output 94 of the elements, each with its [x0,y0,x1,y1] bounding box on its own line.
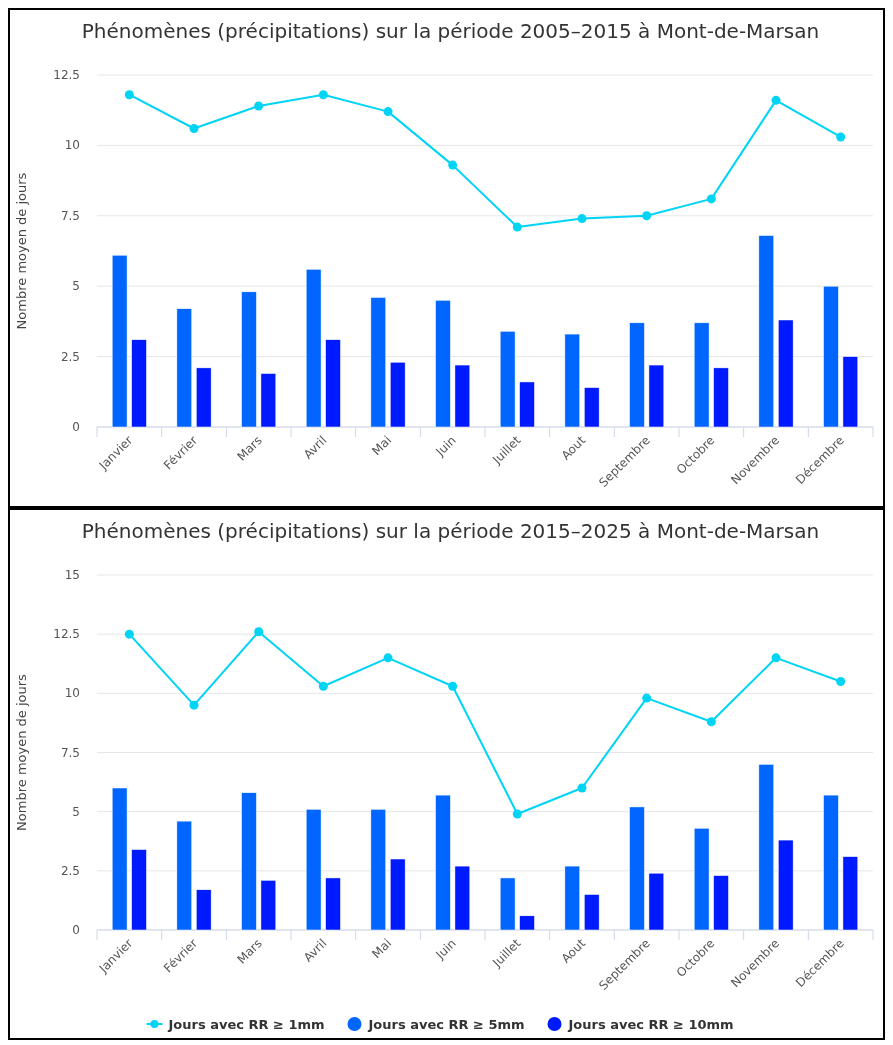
point [318,90,328,100]
point [577,214,587,224]
bar [758,764,774,931]
bar [713,875,729,931]
y-tick-label: 12.5 [53,627,80,642]
bar [629,806,645,931]
bar [390,361,406,428]
bar [305,809,322,931]
bar [519,381,535,428]
bar [519,915,535,931]
point [189,124,199,133]
point [254,627,264,637]
point [706,717,716,727]
point [448,681,458,691]
bar [260,373,277,428]
bar [260,880,277,931]
point [254,101,264,111]
y-tick-label: 7.5 [60,208,80,223]
point [512,809,522,819]
y-tick-label: 5 [72,804,80,819]
point [124,629,134,639]
bar [758,235,774,428]
legend-label: Jours avec RR ≥ 1mm [167,1017,325,1032]
x-tick-label: Mai [369,936,395,961]
bar [823,794,839,931]
bar [823,285,839,428]
y-tick-label: 2.5 [60,349,80,364]
bar [842,856,859,931]
bar [778,839,794,931]
point [836,677,846,686]
point [383,653,393,663]
bar [435,300,451,428]
bar [693,322,710,428]
point [448,160,458,170]
point [577,783,587,793]
bar [648,364,665,428]
bar [241,792,257,931]
bar [111,787,128,931]
point [836,132,846,142]
chart-title: Phénomènes (précipitations) sur la période 2015–2025 à Mont-de-Marsan [81,519,820,543]
bar [241,291,257,428]
bar [435,794,451,931]
point [706,194,716,204]
y-tick-label: 10 [64,686,80,701]
bar [629,322,645,428]
point [771,95,781,105]
y-tick-label: 12.5 [53,68,80,82]
point [642,211,652,221]
bar [176,308,192,428]
point [318,681,328,691]
chart-title: Phénomènes (précipitations) sur la période 2005–2015 à Mont-de-Marsan [81,19,820,43]
bar [325,877,341,931]
point [512,222,522,232]
y-tick-label: 0 [72,420,80,434]
bar [370,809,386,931]
legend-label: Jours avec RR ≥ 10mm [567,1017,734,1032]
bar [131,849,147,931]
bar [499,331,516,428]
x-tick-label: Mai [369,433,395,458]
point [124,90,134,100]
point [383,107,393,117]
bar [584,894,600,931]
y-tick-label: 0 [72,923,80,937]
bar [454,364,471,428]
bar [390,858,406,931]
bar [713,367,729,428]
bar [584,387,600,428]
bar [370,297,386,428]
y-tick-label: 2.5 [60,863,80,878]
bar [454,865,471,931]
y-tick-label: 7.5 [60,745,80,760]
legend-label: Jours avec RR ≥ 5mm [367,1017,525,1032]
bar [111,254,128,428]
bar [176,820,192,931]
bar [325,339,341,428]
bar [564,865,580,931]
bar [305,269,322,428]
bar [778,319,794,428]
y-axis-title: Nombre moyen de jours [14,673,29,831]
bar [196,367,212,428]
point [771,653,781,663]
y-axis-title: Nombre moyen de jours [14,172,29,330]
bar [196,889,212,931]
point [189,700,199,710]
bar [648,872,665,931]
bar [693,827,710,931]
y-tick-label: 10 [64,138,80,153]
bar [564,333,580,428]
point [642,693,652,703]
y-tick-label: 5 [72,279,80,294]
bar [842,356,859,428]
bar [131,339,147,428]
bar [499,877,516,931]
y-tick-label: 15 [64,568,80,582]
